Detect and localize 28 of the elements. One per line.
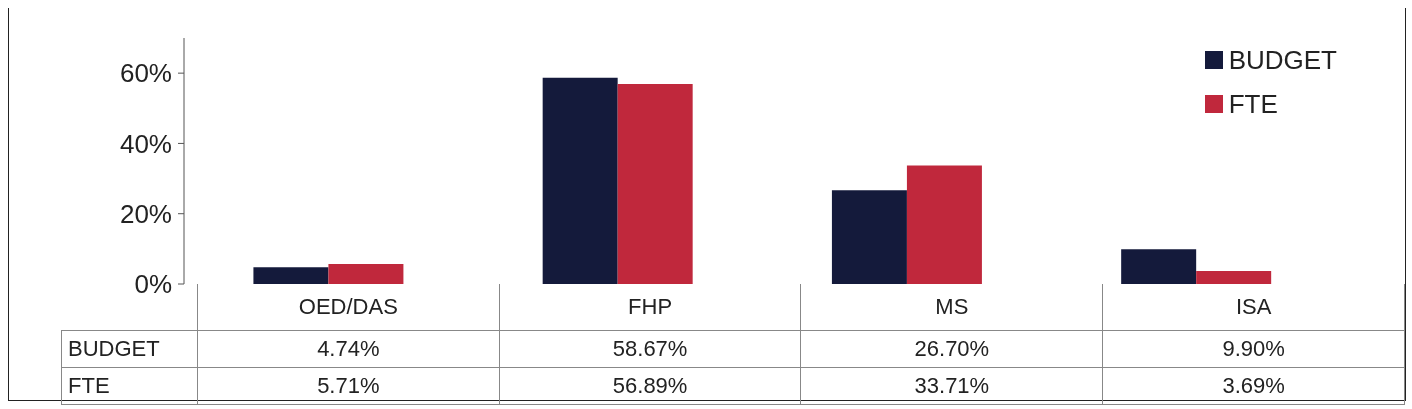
bar	[906, 165, 982, 284]
data-label: 33.71%	[800, 367, 1103, 405]
data-label: 26.70%	[800, 330, 1103, 368]
bar	[617, 84, 693, 284]
bar	[1196, 271, 1272, 284]
y-tick-label: 60%	[119, 58, 172, 89]
text: FTE	[68, 373, 110, 398]
bar	[253, 267, 329, 284]
data-label: 58.67%	[499, 330, 801, 368]
legend-label: FTE	[1228, 88, 1278, 121]
data-label: 5.71%	[197, 367, 500, 405]
data-label: 9.90%	[1102, 330, 1405, 368]
x-tick-label: FHP	[499, 284, 801, 331]
bar	[328, 263, 404, 284]
y-tick-label: 40%	[119, 128, 172, 159]
x-tick-label: OED/DAS	[197, 284, 500, 331]
bar	[831, 190, 907, 284]
x-tick-label: MS	[800, 284, 1103, 331]
text: BUDGET	[68, 336, 160, 361]
bar	[542, 77, 618, 284]
data-label: 3.69%	[1102, 367, 1405, 405]
y-tick-label: 0%	[134, 269, 172, 300]
x-tick-label: ISA	[1102, 284, 1405, 331]
data-label: 4.74%	[197, 330, 500, 368]
legend-label: BUDGET	[1228, 44, 1337, 77]
data-label: 56.89%	[499, 367, 801, 405]
y-tick-label: 20%	[119, 198, 172, 229]
bar	[1121, 249, 1197, 284]
